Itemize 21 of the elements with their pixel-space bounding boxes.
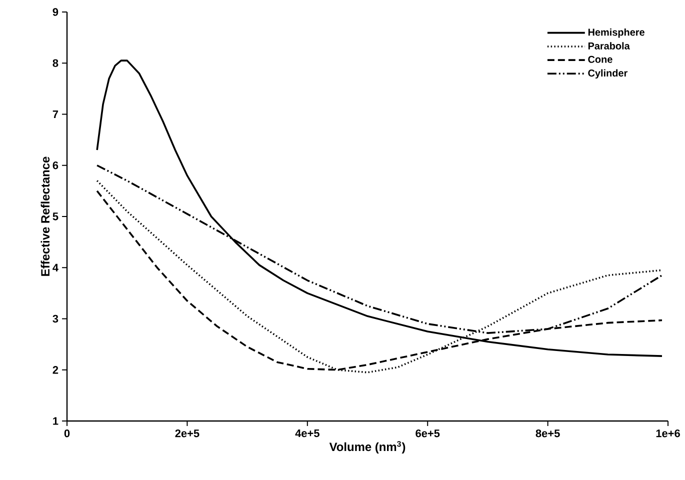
x-tick-label: 0 <box>64 430 70 438</box>
x-tick-label: 1e+6 <box>656 430 680 438</box>
legend-label: Parabola <box>588 42 630 50</box>
x-tick-label: 6e+5 <box>416 430 440 438</box>
y-tick-label: 9 <box>52 8 58 16</box>
y-tick-label: 8 <box>52 59 58 67</box>
x-tick-label: 4e+5 <box>295 429 320 438</box>
x-tick-label: 2e+5 <box>175 430 200 438</box>
x-axis-title: Volume (nm$^{3}$) <box>329 441 406 454</box>
y-tick-label: 1 <box>53 417 58 425</box>
y-tick-label: 3 <box>52 314 58 323</box>
legend-label: Cylinder <box>588 69 628 79</box>
y-tick-label: 2 <box>52 366 58 374</box>
legend-label: Hemisphere <box>588 28 644 38</box>
x-tick-label: 8e+5 <box>536 430 560 438</box>
y-tick-label: 4 <box>52 264 58 272</box>
y-axis-title: Effective Reflectance <box>40 156 50 276</box>
y-tick-label: 7 <box>52 110 58 118</box>
y-tick-label: 5 <box>52 212 58 220</box>
y-tick-label: 6 <box>52 162 58 170</box>
legend-label: Cone <box>588 56 612 63</box>
